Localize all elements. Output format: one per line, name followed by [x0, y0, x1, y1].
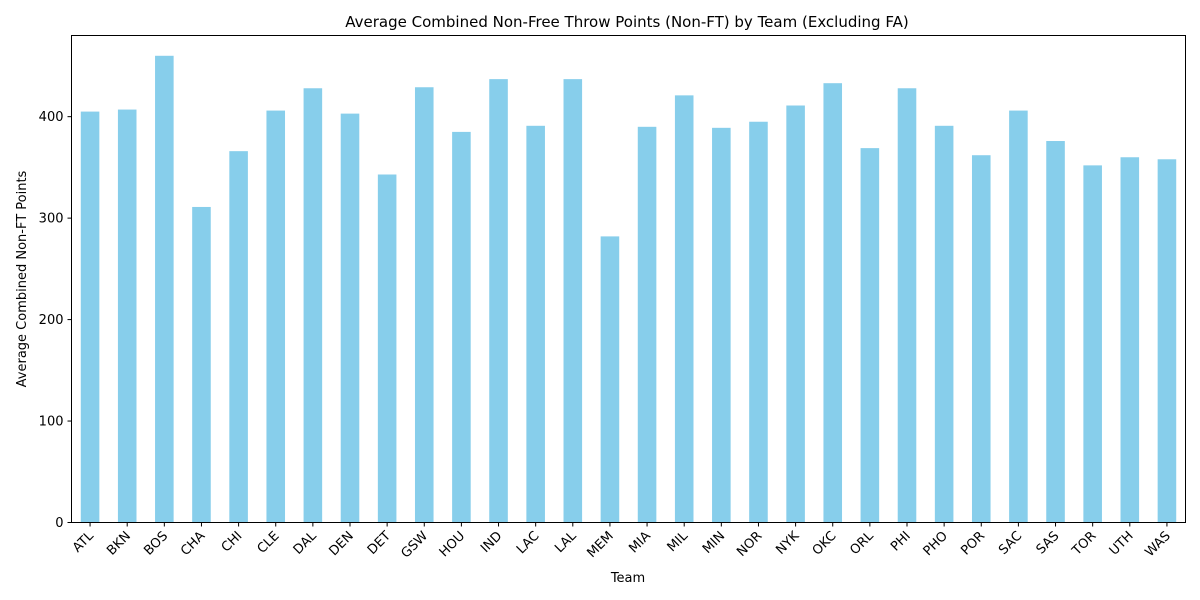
x-tick-label: SAS — [1034, 529, 1063, 558]
x-tick-label: BOS — [141, 529, 171, 559]
bar-hou — [452, 131, 471, 523]
x-tick-label: LAL — [552, 528, 580, 556]
bar-mia — [637, 126, 657, 523]
bar-por — [971, 155, 991, 523]
x-tick-label: ATL — [70, 528, 97, 555]
x-tick-label: IND — [478, 529, 505, 556]
x-tick-label: UTH — [1107, 529, 1137, 559]
bar-pho — [934, 125, 954, 523]
chart-title: Average Combined Non-Free Throw Points (… — [345, 13, 908, 31]
y-axis-label: Average Combined Non-FT Points — [15, 170, 30, 387]
x-tick-label: GSW — [398, 529, 431, 562]
bar-bos — [155, 55, 174, 523]
bar-gsw — [414, 87, 434, 523]
y-tick-label: 200 — [39, 313, 64, 328]
x-tick-label: SAC — [996, 529, 1025, 558]
x-axis-label: Team — [610, 571, 645, 586]
x-tick-label: HOU — [437, 529, 468, 560]
bar-orl — [860, 148, 880, 523]
x-tick-label: NYK — [773, 528, 802, 557]
bar-nor — [749, 121, 768, 523]
x-tick-label: PHI — [888, 529, 914, 555]
bar-uth — [1120, 157, 1140, 523]
x-tick-label: LAC — [514, 529, 542, 557]
x-tick-label: POR — [958, 529, 988, 559]
x-axis-ticks: ATL BKN BOS CHA CHI CLE DAL DEN DET GSW HOU IND LAC L… — [70, 522, 1174, 562]
x-tick-label: OKC — [810, 529, 840, 559]
x-tick-label: MEM — [584, 529, 616, 561]
bar-mem — [600, 236, 620, 523]
bar-chi — [229, 151, 248, 523]
x-tick-label: CHA — [178, 529, 208, 559]
bar-min — [712, 127, 731, 523]
y-tick-label: 300 — [39, 212, 64, 227]
x-tick-label: PHO — [921, 529, 951, 559]
bar-den — [340, 113, 360, 523]
y-tick-label: 100 — [39, 415, 64, 430]
x-tick-label: DEN — [326, 529, 356, 559]
x-tick-label: CHI — [219, 529, 246, 556]
bar-sac — [1009, 110, 1028, 523]
bar-det — [377, 174, 397, 523]
x-tick-label: DAL — [291, 528, 320, 557]
bar-was — [1157, 159, 1177, 523]
bar-lal — [563, 79, 583, 523]
bar-atl — [80, 111, 100, 523]
x-tick-label: MIN — [700, 529, 728, 557]
bar-sas — [1046, 141, 1065, 523]
bar-tor — [1083, 165, 1102, 523]
bar-phi — [897, 88, 917, 523]
x-tick-label: MIL — [665, 528, 692, 555]
plot-frame — [71, 35, 1186, 523]
y-tick-label: 400 — [39, 110, 64, 125]
x-tick-label: DET — [365, 529, 394, 558]
x-tick-label: MIA — [626, 529, 654, 557]
bar-okc — [823, 83, 843, 523]
bar-bkn — [117, 109, 137, 523]
bar-cha — [192, 206, 211, 523]
x-tick-label: BKN — [104, 529, 134, 559]
bar-dal — [303, 88, 323, 523]
y-axis-ticks: 0 100 200 300 400 — [39, 110, 72, 531]
bar-nyk — [786, 105, 805, 523]
x-tick-label: TOR — [1069, 529, 1100, 560]
bar-cle — [266, 110, 286, 523]
y-tick-label: 0 — [55, 516, 63, 531]
x-tick-label: NOR — [734, 529, 765, 560]
bar-lac — [526, 125, 545, 523]
bar-ind — [489, 79, 508, 523]
bars-group — [80, 55, 1177, 523]
x-tick-label: CLE — [255, 529, 283, 557]
x-tick-label: ORL — [847, 528, 877, 558]
bar-mil — [674, 95, 694, 523]
x-tick-label: WAS — [1142, 529, 1173, 560]
